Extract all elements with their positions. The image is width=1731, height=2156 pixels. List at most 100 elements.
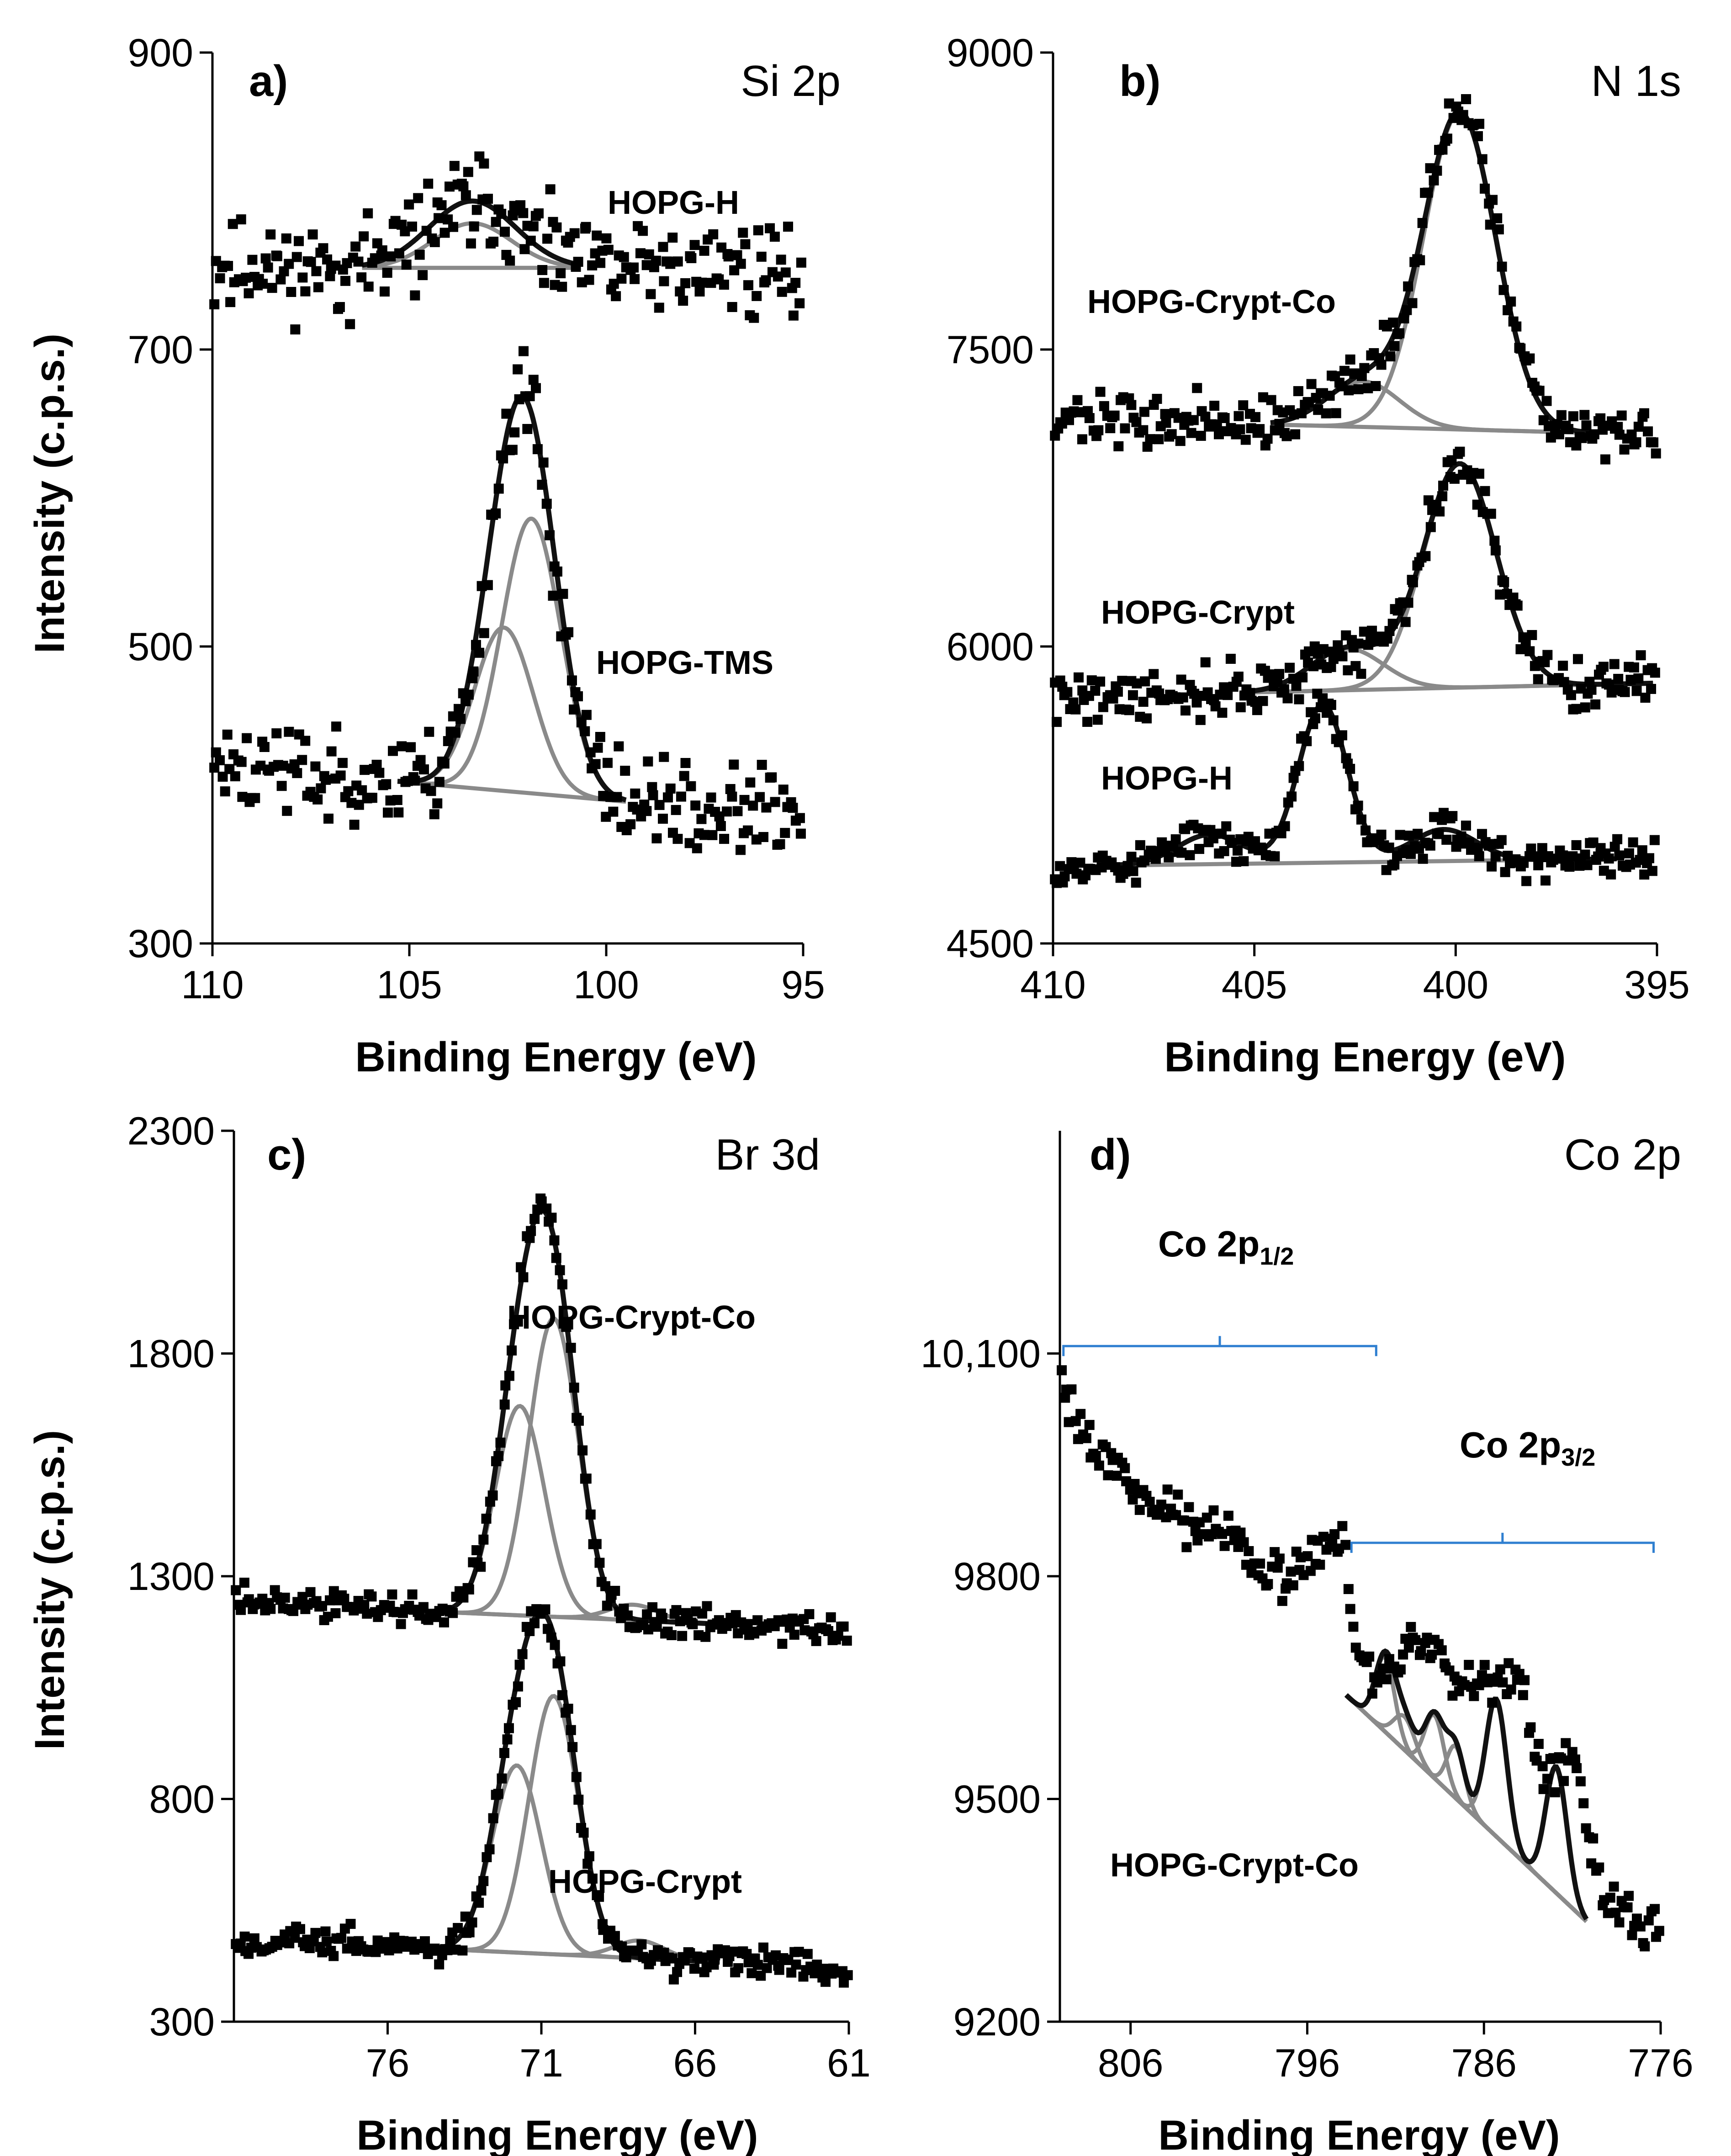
panel-b-series-2-point <box>1170 834 1181 845</box>
panel-a-series-0-point <box>680 278 691 288</box>
panel-b-series-1-point <box>1489 535 1500 546</box>
panel-a-series-0-point <box>727 302 737 312</box>
panel-b-series-2-point <box>1434 829 1444 839</box>
panel-b-series-0-point <box>1072 395 1083 405</box>
panel-a-ytick-label-1: 500 <box>128 625 194 669</box>
panel-d-series-0-point <box>1479 1660 1490 1670</box>
panel-b-series-0-point <box>1568 411 1578 422</box>
panel-b-series-0-point <box>1363 383 1373 393</box>
panel-b-series-0-point <box>1497 261 1507 272</box>
panel-a-series-1-point <box>538 457 549 468</box>
panel-a-series-0-point <box>542 233 553 244</box>
panel-b-xlabel: Binding Energy (eV) <box>1164 1034 1566 1081</box>
panel-b-series-2-point <box>1537 843 1547 853</box>
panel-a-series-1-point <box>415 755 426 765</box>
panel-a-series-1-point <box>593 742 603 753</box>
panel-b-series-1-point <box>1200 657 1211 667</box>
panel-c-series-0-point <box>359 1600 370 1610</box>
panel-a-series-1-point <box>259 742 270 752</box>
panel-a-series-0-point <box>311 266 322 276</box>
panel-a-series-0-point <box>281 233 291 244</box>
panel-b-series-0-point <box>1595 413 1606 424</box>
panel-a-series-1-point <box>658 813 668 824</box>
panel-c-series-0-point <box>577 1445 588 1456</box>
panel-a-series-0-point <box>537 265 548 275</box>
panel-d-series-0-point <box>1588 1833 1599 1843</box>
panel-b-series-1-point <box>1629 662 1639 673</box>
panel-c-series-0-point <box>826 1612 836 1622</box>
panel-a-series-0-point <box>738 228 748 238</box>
panel-c-series-0-point <box>478 1534 489 1545</box>
panel-a-series-0-point <box>488 237 499 247</box>
panel-a-series-1-point <box>761 802 772 813</box>
panel-b-series-1-point <box>1250 697 1260 707</box>
panel-b-series-1-point <box>1337 651 1348 662</box>
panel-c-series-1-point <box>728 1946 739 1957</box>
panel-a-series-0-point <box>736 259 746 269</box>
panel-b-series-0-point <box>1274 418 1285 429</box>
panel-c-series-0-point <box>551 1253 561 1263</box>
panel-b-series-0-point <box>1160 409 1170 419</box>
panel-a-series-0-point <box>359 231 369 242</box>
panel-a-series-0-point <box>307 229 318 240</box>
panel-c-ytick-label-1: 800 <box>149 1778 215 1822</box>
panel-d-series-0-point <box>1550 1787 1560 1797</box>
panel-c-series-1-point <box>467 1917 477 1928</box>
panel-c-series-0-point <box>471 1545 482 1556</box>
panel-c-series-1-point <box>821 1976 831 1987</box>
panel-c-series-1-point <box>542 1624 553 1634</box>
panel-b-series-2-point <box>1406 849 1416 859</box>
panel-b-series-0-point <box>1403 281 1413 291</box>
panel-b-series-1-point <box>1435 506 1445 517</box>
panel-d-series-0-point <box>1578 1798 1589 1808</box>
panel-b-series-1-point <box>1092 715 1103 725</box>
panel-c-series-1-point <box>474 1897 484 1908</box>
panel-d-series-0-point <box>1622 1902 1633 1912</box>
panel-a-series-0-point <box>539 278 549 288</box>
panel-c-ytick-label-0: 300 <box>149 2000 215 2044</box>
panel-a-series-0-point <box>291 252 302 262</box>
panel-a-title: Si 2p <box>741 57 841 106</box>
panel-c-series-0-point <box>366 1591 377 1602</box>
panel-a-series-0-point <box>499 227 510 237</box>
panel-b-series-0-point <box>1600 454 1610 465</box>
panel-b-series-2-point <box>1135 840 1145 850</box>
panel-b-series-1-point <box>1333 640 1343 651</box>
panel-c-series-1-point <box>445 1936 455 1946</box>
panel-a-series-1-point <box>581 710 592 720</box>
panel-a-series-0-point <box>356 272 367 283</box>
panel-d-series-0-point <box>1572 1763 1582 1774</box>
panel-c-xlabel: Binding Energy (eV) <box>356 2112 758 2156</box>
panel-a-series-1-point <box>537 479 547 490</box>
panel-a-series-0-point <box>258 279 268 289</box>
panel-d-series-0-point <box>1410 1635 1421 1645</box>
panel-a-series-0-point <box>609 279 619 289</box>
panel-b-series-1-point <box>1180 705 1191 716</box>
panel-b-series-1-point <box>1062 687 1073 697</box>
panel-c-series-0-point <box>499 1399 510 1410</box>
panel-c-points <box>231 1193 853 1988</box>
panel-b-series-0-point <box>1651 448 1661 459</box>
panel-c-series-0-point <box>811 1636 821 1646</box>
panel-a-series-0-point <box>286 287 296 297</box>
panel-a-series-1-point <box>778 784 789 795</box>
panel-c-series-0-point <box>557 1279 567 1290</box>
panel-a-series-0-point <box>753 225 763 236</box>
panel-a-series-0-point <box>379 286 390 297</box>
panel-b-series-2-point <box>1194 844 1205 854</box>
panel-b-series-2-point <box>1389 859 1400 870</box>
panel-b-series-1-point <box>1636 650 1646 661</box>
panel-a-series-1-point <box>220 786 230 797</box>
panel-b-series-1-point <box>1356 668 1366 679</box>
panel-b-series-2-point <box>1604 853 1614 864</box>
panel-a-series-1-point <box>725 784 736 795</box>
panel-a-series-1-point <box>532 444 543 455</box>
panel-c-series-1-point <box>310 1928 321 1938</box>
panel-d-xtick-label-0: 806 <box>1098 2041 1164 2085</box>
panel-c-title: Br 3d <box>715 1130 820 1179</box>
panel-a-series-0-point <box>382 268 392 278</box>
panel-a-series-1-point <box>276 781 287 791</box>
panel-c-series-1-point <box>434 1959 445 1970</box>
panel-c-ytick-label-3: 1800 <box>127 1332 215 1376</box>
panel-b-series-0-point <box>1614 429 1625 440</box>
